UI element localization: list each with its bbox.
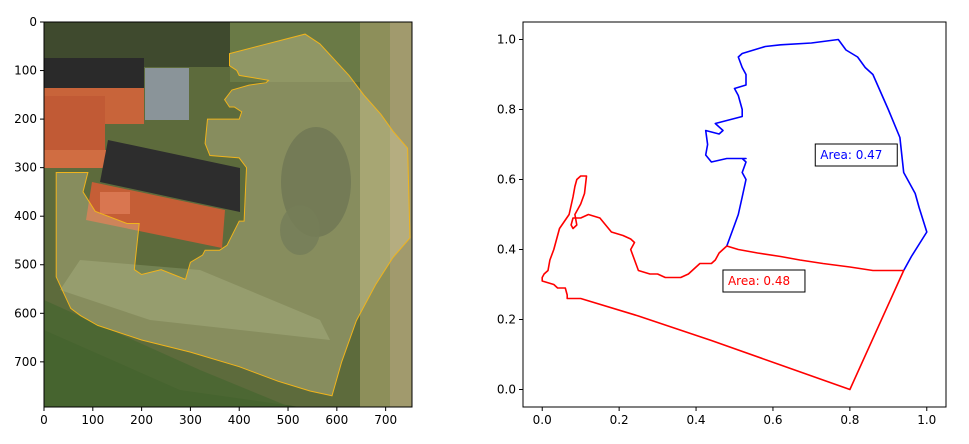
right-axes-background: [523, 22, 946, 407]
left-x-tick-label: 300: [179, 413, 202, 427]
overlay-outline: [55, 33, 411, 397]
annotation-label: Area: 0.48: [728, 274, 790, 288]
overlay-layer: [55, 33, 411, 397]
left-x-tick-label: 600: [325, 413, 348, 427]
right-y-tick-label: 0.4: [497, 243, 516, 257]
annotation-box: [814, 143, 898, 167]
right-x-tick-label: 0.6: [763, 413, 782, 427]
left-x-tick-label: 700: [374, 413, 397, 427]
right-x-tick-label: 0.4: [686, 413, 705, 427]
right-x-tick-label: 0.0: [533, 413, 552, 427]
overlay-fill: [56, 34, 410, 396]
right-x-tick-label: 0.2: [610, 413, 629, 427]
series-line-0: [704, 38, 928, 271]
left-y-tick-label: 200: [14, 112, 37, 126]
right-y-tick-label: 0.2: [497, 313, 516, 327]
left-axes-frame: [43, 21, 413, 408]
right-y-tick-label: 0.8: [497, 103, 516, 117]
left-x-tick-label: 0: [40, 413, 48, 427]
left-x-tick-label: 400: [228, 413, 251, 427]
aerial-image: [44, 22, 412, 407]
left-y-tick-label: 600: [14, 306, 37, 320]
series-line-1: [541, 175, 905, 391]
left-y-tick-label: 300: [14, 161, 37, 175]
left-y-tick-label: 700: [14, 355, 37, 369]
right-x-tick-label: 1.0: [917, 413, 936, 427]
annotation-label: Area: 0.47: [820, 148, 882, 162]
right-y-tick-label: 1.0: [497, 33, 516, 47]
annotation-box: [722, 269, 806, 293]
left-x-tick-label: 200: [130, 413, 153, 427]
right-axes-frame: [522, 21, 947, 408]
left-x-tick-label: 100: [81, 413, 104, 427]
right-x-tick-label: 0.8: [840, 413, 859, 427]
left-panel: 0 100 200 300 400 500 600 700 0 100 200 300 400 500 6…: [14, 15, 413, 427]
annotation-layer: Area: 0.47 Area: 0.48: [722, 143, 898, 293]
left-y-axis: 0 100 200 300 400 500 600 700: [14, 15, 44, 369]
left-y-tick-label: 0: [29, 15, 37, 29]
left-y-tick-label: 500: [14, 258, 37, 272]
left-y-tick-label: 100: [14, 64, 37, 78]
area-annotation: Area: 0.48: [722, 269, 806, 293]
area-annotation: Area: 0.47: [814, 143, 898, 167]
right-y-tick-label: 0.0: [497, 383, 516, 397]
right-x-axis: 0.0 0.2 0.4 0.6 0.8 1.0: [533, 407, 936, 427]
left-x-axis: 0 100 200 300 400 500 600 700: [40, 407, 397, 427]
right-y-axis: 0.0 0.2 0.4 0.6 0.8 1.0: [497, 33, 523, 397]
series-layer: [541, 38, 928, 391]
left-x-tick-label: 500: [277, 413, 300, 427]
left-y-tick-label: 400: [14, 209, 37, 223]
right-y-tick-label: 0.6: [497, 173, 516, 187]
